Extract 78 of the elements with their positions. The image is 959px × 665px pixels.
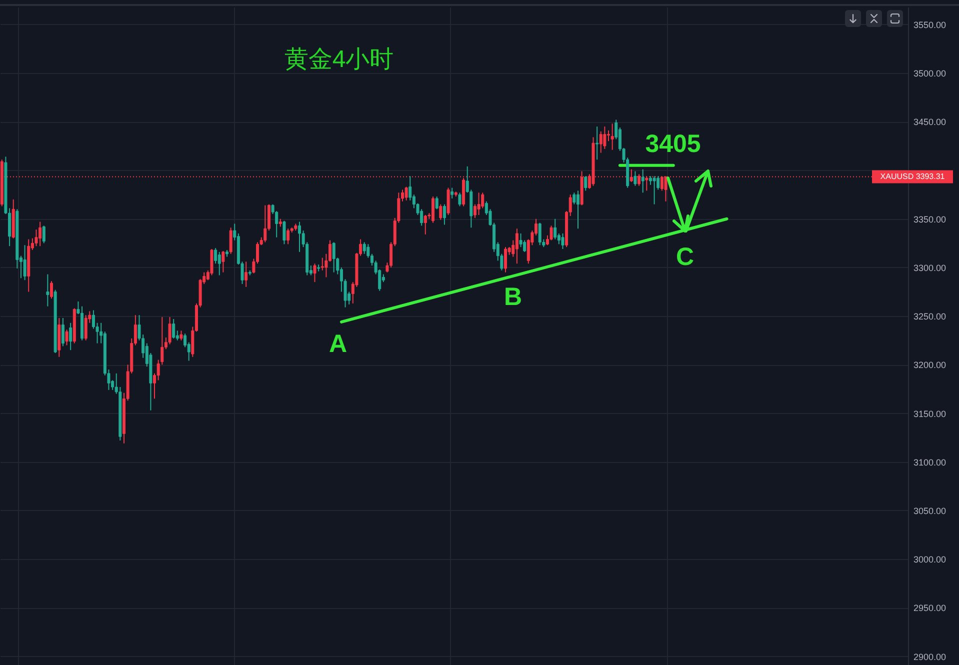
candlestick	[610, 123, 614, 150]
candlestick	[584, 176, 588, 192]
annotation: C	[676, 243, 694, 271]
annotation: A	[328, 330, 348, 358]
candlestick	[561, 232, 564, 250]
candlestick	[23, 244, 26, 281]
candlestick	[320, 257, 324, 271]
y-tick-label: 2950.00	[914, 603, 946, 614]
text: 黄金4小时	[284, 46, 394, 73]
annotation: B	[504, 283, 522, 311]
candlestick	[84, 314, 88, 341]
candlestick	[432, 196, 435, 224]
candlestick	[404, 186, 408, 201]
y-tick-label: 3250.00	[914, 312, 946, 322]
candlestick	[210, 248, 214, 276]
candlestick	[218, 251, 221, 276]
candlestick	[313, 263, 316, 283]
candlestick	[332, 242, 336, 273]
candlestick	[519, 232, 522, 248]
candlestick	[42, 225, 46, 244]
candlestick	[50, 280, 54, 300]
candlestick	[596, 126, 599, 160]
candlestick	[599, 130, 602, 154]
candlestick	[550, 225, 553, 241]
candlestick	[603, 126, 606, 150]
candlestick	[645, 176, 648, 192]
y-tick-label: 3300.00	[914, 262, 946, 273]
y-tick-label: 3450.00	[914, 117, 946, 128]
candlestick	[439, 204, 442, 220]
y-tick-label: 3500.00	[914, 68, 946, 79]
candlestick	[244, 261, 248, 288]
y-tick-label: 3100.00	[914, 457, 946, 468]
candlestick	[634, 170, 637, 186]
candlestick	[538, 222, 542, 246]
annotation: 3405	[645, 130, 701, 158]
candlestick	[46, 274, 50, 307]
candlestick	[652, 176, 656, 205]
candlestick	[664, 176, 668, 202]
candlestick	[458, 192, 462, 207]
y-tick-label: 3200.00	[914, 360, 946, 370]
y-tick-label: 3050.00	[914, 506, 946, 516]
candlestick	[446, 187, 450, 216]
candlestick	[214, 248, 218, 264]
candlestick	[424, 214, 427, 235]
candlestick	[408, 176, 412, 201]
y-tick-label: 3350.00	[914, 214, 946, 224]
candlestick	[65, 329, 68, 346]
candlestick	[473, 204, 476, 218]
candlestick	[282, 220, 286, 245]
candlestick	[572, 192, 576, 205]
candlestick	[229, 227, 232, 254]
y-tick-label: 3150.00	[914, 408, 946, 419]
candlestick	[554, 218, 557, 240]
candlestick	[286, 228, 290, 245]
candlestick	[362, 242, 366, 254]
candlestick	[172, 318, 176, 339]
candlestick	[61, 318, 64, 347]
candlestick	[450, 187, 454, 199]
candlestick	[435, 196, 438, 210]
candlestick	[264, 204, 267, 243]
candlestick	[442, 204, 446, 226]
candlestick	[180, 330, 183, 341]
y-tick-label: 2900.00	[914, 652, 946, 662]
candlestick	[69, 322, 72, 351]
ref-line-label: XAUUSD 3393.31	[880, 172, 946, 181]
candlestick	[222, 250, 225, 273]
candlestick	[168, 316, 172, 345]
candlestick	[92, 310, 95, 330]
candlestick	[298, 221, 301, 252]
candlestick	[38, 221, 42, 247]
y-tick-label: 3550.00	[914, 20, 946, 30]
candlestick	[630, 168, 633, 182]
y-tick-label: 3000.00	[914, 554, 946, 565]
candlestick	[641, 168, 644, 194]
candlestick	[515, 228, 518, 264]
candlestick	[504, 246, 508, 273]
candlestick	[477, 192, 480, 216]
candlestick	[576, 190, 580, 230]
